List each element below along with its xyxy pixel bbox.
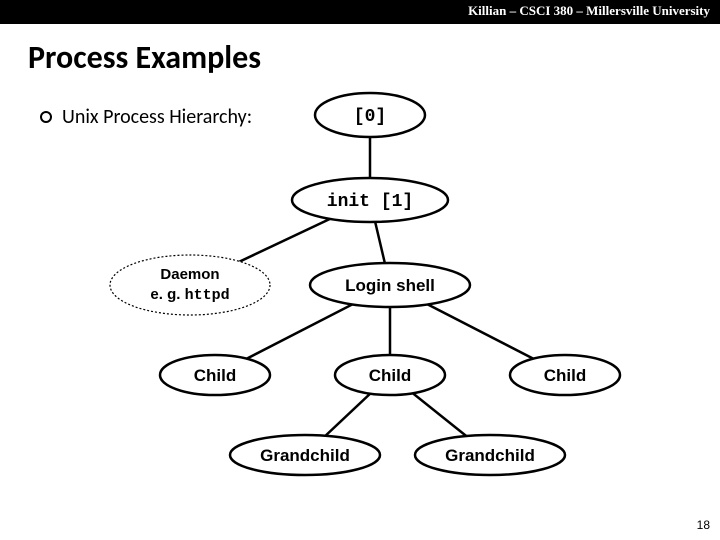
svg-text:Grandchild: Grandchild (445, 446, 535, 465)
svg-text:Grandchild: Grandchild (260, 446, 350, 465)
node-gc2: Grandchild (415, 435, 565, 475)
svg-text:Login shell: Login shell (345, 276, 435, 295)
node-gc1: Grandchild (230, 435, 380, 475)
svg-text:Child: Child (194, 366, 237, 385)
svg-text:[0]: [0] (354, 107, 386, 127)
node-child2: Child (335, 355, 445, 395)
process-tree-diagram: [0] init [1] Daemon e. g. httpd Login shell C… (0, 0, 720, 540)
svg-text:Child: Child (544, 366, 587, 385)
node-child1: Child (160, 355, 270, 395)
node-root: [0] (315, 93, 425, 137)
svg-text:Daemon: Daemon (160, 266, 219, 283)
node-init: init [1] (292, 178, 448, 222)
node-login: Login shell (310, 263, 470, 307)
node-daemon: Daemon e. g. httpd (110, 255, 270, 315)
svg-text:Child: Child (369, 366, 412, 385)
page-number: 18 (697, 518, 710, 532)
svg-text:init [1]: init [1] (327, 192, 413, 212)
node-child3: Child (510, 355, 620, 395)
svg-text:e. g. httpd: e. g. httpd (150, 286, 229, 304)
